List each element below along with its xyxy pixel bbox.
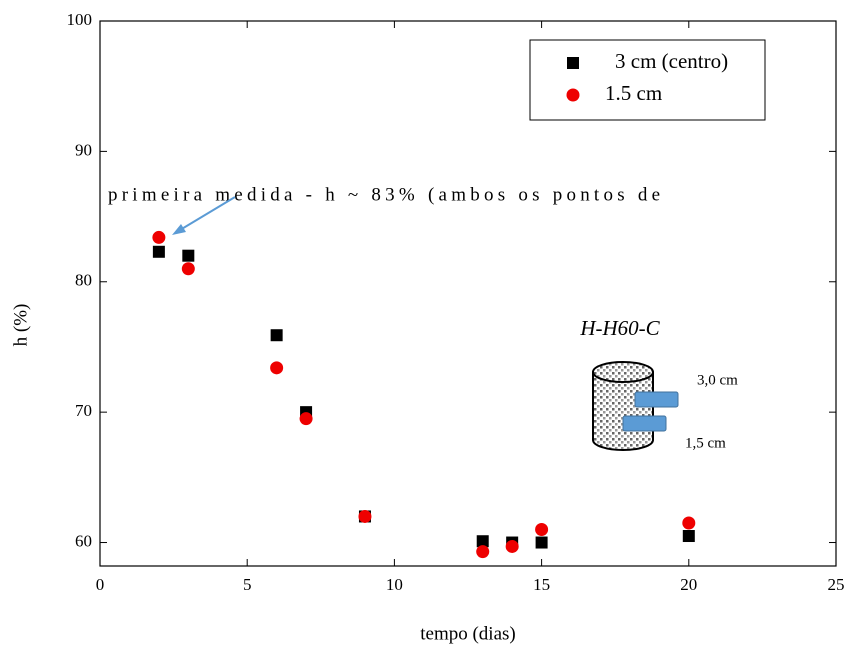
data-point (476, 545, 490, 559)
x-tick-label: 5 (243, 575, 252, 594)
x-tick-label: 0 (96, 575, 105, 594)
inset-title: H-H60-C (579, 316, 660, 340)
annotation-arrow (172, 196, 236, 235)
legend-marker (566, 88, 580, 102)
inset-diagram (592, 361, 679, 451)
data-point (505, 539, 519, 553)
inset-label: 1,5 cm (685, 435, 726, 451)
x-axis-label: tempo (dias) (420, 623, 516, 644)
y-tick-label: 80 (75, 271, 92, 290)
data-point (682, 530, 695, 543)
data-point (299, 412, 313, 426)
x-tick-label: 15 (533, 575, 550, 594)
data-point (535, 522, 549, 536)
data-point (358, 509, 372, 523)
inset-label: 3,0 cm (697, 372, 738, 388)
annotation: primeira medida - h ~ 83% (ambos os pont… (108, 184, 660, 205)
y-axis-label: h (%) (10, 304, 31, 347)
data-point (270, 361, 284, 375)
x-tick-label: 25 (828, 575, 845, 594)
data-point (270, 329, 283, 342)
y-tick-label: 90 (75, 140, 92, 159)
plot-frame (99, 20, 837, 567)
x-tick-label: 10 (386, 575, 403, 594)
legend-label: 1.5 cm (605, 81, 662, 105)
x-tick-label: 20 (680, 575, 697, 594)
legend-label: 3 cm (centro) (615, 49, 728, 73)
y-tick-label: 100 (67, 10, 93, 29)
data-point (152, 245, 165, 258)
y-tick-label: 60 (75, 531, 92, 550)
legend-box (529, 39, 766, 121)
data-point (181, 262, 195, 276)
data-point (682, 516, 696, 530)
data-point (182, 249, 195, 262)
data-point (476, 535, 489, 548)
legend-marker (567, 57, 579, 69)
data-point (152, 230, 166, 244)
y-tick-label: 70 (75, 401, 92, 420)
data-point (535, 536, 548, 549)
